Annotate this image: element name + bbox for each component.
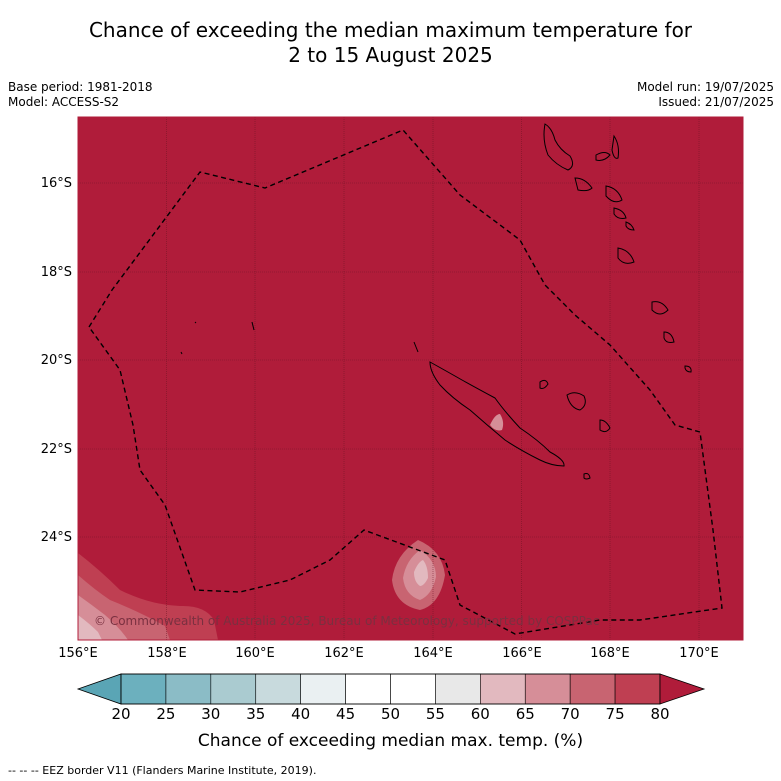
colorbar-tick-label: 70 bbox=[560, 705, 580, 723]
base-period: Base period: 1981-2018 bbox=[8, 80, 153, 94]
colorbar-title: Chance of exceeding median max. temp. (%… bbox=[197, 731, 584, 751]
run-info: Model run: 19/07/2025 Issued: 21/07/2025 bbox=[637, 80, 774, 110]
colorbar-cell bbox=[210, 673, 257, 705]
shading-60 bbox=[78, 615, 102, 640]
colorbar-high-arrow bbox=[659, 673, 706, 705]
colorbar-tick-label: 30 bbox=[201, 705, 221, 723]
colorbar-tick-label: 20 bbox=[111, 705, 131, 723]
small-reefs bbox=[180, 321, 255, 355]
lat-label-22s: 22°S bbox=[40, 442, 72, 457]
copyright-notice: © Commonwealth of Australia 2025, Bureau… bbox=[94, 614, 600, 628]
issued-date: Issued: 21/07/2025 bbox=[658, 95, 774, 109]
lon-label-160e: 160°E bbox=[235, 646, 275, 661]
colorbar bbox=[76, 673, 706, 705]
mare bbox=[599, 419, 611, 433]
new-caledonia-outline bbox=[429, 361, 565, 467]
colorbar-cell bbox=[165, 673, 212, 705]
colorbar-cell bbox=[390, 673, 436, 705]
lat-label-20s: 20°S bbox=[40, 353, 72, 368]
model-info: Base period: 1981-2018 Model: ACCESS-S2 bbox=[8, 80, 153, 110]
colorbar-cells bbox=[120, 673, 661, 705]
map-frame bbox=[77, 116, 744, 641]
blob-60 bbox=[414, 560, 428, 586]
colorbar-low-arrow bbox=[76, 673, 122, 705]
colorbar-cell bbox=[480, 673, 526, 705]
colorbar-tick-label: 80 bbox=[650, 705, 670, 723]
graticule bbox=[78, 117, 743, 640]
lat-label-18s: 18°S bbox=[40, 265, 72, 280]
lon-label-162e: 162°E bbox=[324, 646, 364, 661]
colorbar-cell bbox=[435, 673, 481, 705]
lon-label-166e: 166°E bbox=[502, 646, 542, 661]
colorbar-tick-label: 25 bbox=[156, 705, 176, 723]
map-title: Chance of exceeding the median maximum t… bbox=[0, 18, 781, 68]
isle-of-pines bbox=[583, 473, 591, 480]
colorbar-tick-label: 40 bbox=[291, 705, 311, 723]
model-name: Model: ACCESS-S2 bbox=[8, 95, 120, 109]
lat-label-16s: 16°S bbox=[40, 176, 72, 191]
colorbar-tick-label: 55 bbox=[425, 705, 445, 723]
ouvea bbox=[539, 379, 549, 389]
lon-label-158e: 158°E bbox=[147, 646, 187, 661]
colorbar-cell bbox=[255, 673, 301, 705]
colorbar-tick-label: 75 bbox=[605, 705, 625, 723]
model-run-date: Model run: 19/07/2025 bbox=[636, 80, 774, 94]
colorbar-cell bbox=[345, 673, 391, 705]
eez-border bbox=[88, 129, 723, 635]
lon-label-168e: 168°E bbox=[590, 646, 630, 661]
spot-65 bbox=[490, 414, 504, 431]
colorbar-cell bbox=[614, 673, 661, 705]
colorbar-tick-label: 65 bbox=[515, 705, 535, 723]
lon-label-156e: 156°E bbox=[58, 646, 98, 661]
colorbar-tick-label: 50 bbox=[380, 705, 401, 723]
title-line-1: Chance of exceeding the median maximum t… bbox=[88, 18, 693, 42]
colorbar-cell bbox=[120, 673, 167, 705]
lifou bbox=[566, 392, 586, 411]
colorbar-cell bbox=[300, 673, 346, 705]
lon-label-164e: 164°E bbox=[413, 646, 453, 661]
eez-legend: -- -- -- EEZ border V11 (Flanders Marine… bbox=[8, 764, 317, 777]
title-line-2: 2 to 15 August 2025 bbox=[288, 43, 493, 67]
colorbar-tick-label: 45 bbox=[336, 705, 356, 723]
colorbar-tick-label: 60 bbox=[470, 705, 490, 723]
colorbar-tick-label: 35 bbox=[246, 705, 266, 723]
colorbar-cell bbox=[524, 673, 571, 705]
belep-islands bbox=[413, 341, 419, 353]
lon-label-170e: 170°E bbox=[679, 646, 719, 661]
lat-label-24s: 24°S bbox=[40, 530, 72, 545]
vanuatu-islands bbox=[543, 123, 692, 373]
colorbar-cell bbox=[569, 673, 616, 705]
